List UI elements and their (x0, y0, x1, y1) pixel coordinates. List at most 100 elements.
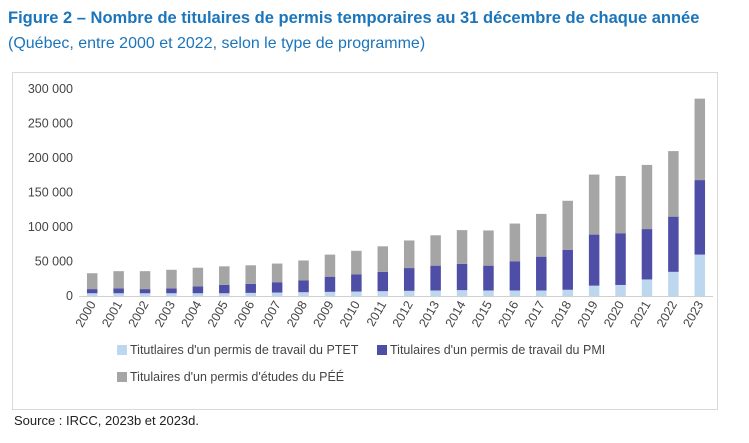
y-tick-label: 150 000 (28, 186, 73, 200)
bar-segment-ptet-2016 (509, 290, 521, 296)
bar-segment-pee-2007 (271, 263, 283, 283)
bar-segment-ptet-2002 (139, 293, 151, 296)
bar-segment-pmi-2004 (192, 286, 204, 294)
bar-segment-ptet-2001 (113, 293, 124, 296)
y-tick-label: 250 000 (28, 117, 73, 131)
x-tick-label: 2003 (152, 298, 178, 329)
bar-segment-pee-2004 (192, 267, 204, 287)
bar-segment-ptet-2011 (377, 291, 389, 296)
bar-segment-pmi-2019 (588, 234, 600, 286)
bar-segment-ptet-2015 (483, 290, 494, 296)
figure-subtitle: (Québec, entre 2000 et 2022, selon le ty… (8, 35, 426, 52)
bar-segment-pmi-2006 (245, 283, 256, 293)
bar-segment-ptet-2014 (456, 290, 468, 296)
x-tick-label: 2007 (258, 298, 284, 329)
x-tick-label: 2001 (99, 298, 125, 329)
bar-segment-pmi-2017 (536, 256, 547, 291)
bar-segment-pee-2020 (615, 175, 626, 234)
x-tick-label: 2006 (231, 298, 257, 329)
bar-segment-pmi-2023 (694, 180, 706, 255)
bar-segment-pee-2016 (509, 223, 521, 262)
bar-segment-ptet-2020 (615, 284, 626, 296)
bar-segment-ptet-2013 (430, 290, 441, 296)
bar-segment-ptet-2007 (271, 292, 283, 296)
bar-segment-ptet-2000 (86, 293, 98, 296)
y-tick-label: 50 000 (35, 255, 73, 269)
bar-segment-pmi-2022 (668, 216, 679, 272)
bar-segment-pmi-2003 (166, 288, 177, 294)
bar-segment-ptet-2019 (588, 285, 600, 296)
bar-segment-ptet-2003 (166, 293, 177, 296)
source-note: Source : IRCC, 2023b et 2023d. (14, 413, 200, 428)
bar-segment-pmi-2013 (430, 265, 441, 291)
x-tick-label: 2004 (178, 298, 204, 329)
bar-segment-ptet-2021 (641, 279, 653, 296)
bar-segment-pmi-2020 (615, 233, 626, 285)
bar-segment-pmi-2005 (219, 284, 230, 294)
legend: Titutlaires d'un permis de travail du PT… (117, 343, 605, 384)
y-tick-label: 300 000 (28, 82, 73, 96)
x-tick-label: 2020 (601, 298, 627, 329)
bar-segment-pee-2000 (86, 273, 98, 290)
legend-swatch (117, 345, 127, 355)
x-tick-label: 2009 (311, 298, 337, 329)
bar-segment-pee-2006 (245, 265, 256, 284)
x-tick-label: 2014 (443, 298, 469, 329)
bar-segment-pmi-2008 (298, 280, 309, 293)
x-tick-label: 2008 (284, 298, 310, 329)
x-tick-label: 2016 (495, 298, 521, 329)
x-tick-label: 2010 (337, 298, 363, 329)
bar-segment-pmi-2001 (113, 288, 124, 294)
x-tick-label: 2015 (469, 298, 495, 329)
bar-segment-pee-2008 (298, 260, 309, 281)
bar-segment-pmi-2010 (351, 274, 362, 292)
bar-segment-ptet-2017 (536, 290, 547, 296)
bar-segment-ptet-2022 (668, 271, 679, 296)
x-axis: 2000 2001 2002 2003 2004 2005 2006 2007 2008 2009… (73, 298, 707, 329)
bar-segment-ptet-2018 (562, 289, 573, 296)
legend-label: Titulaires d'un permis de travail du PMI (390, 343, 605, 357)
x-tick-label: 2018 (548, 298, 574, 329)
bar-segment-pee-2019 (588, 174, 600, 235)
bar-segment-pee-2015 (483, 230, 494, 266)
x-tick-label: 2019 (575, 298, 601, 329)
bar-segment-pmi-2015 (483, 265, 494, 291)
x-tick-label: 2013 (416, 298, 442, 329)
bar-segment-pee-2003 (166, 269, 177, 289)
bar-segment-pmi-2018 (562, 249, 573, 290)
bar-segment-pee-2011 (377, 246, 389, 272)
x-tick-label: 2011 (364, 298, 390, 328)
bar-segment-pee-2021 (641, 164, 653, 230)
bar-segment-pee-2010 (351, 250, 362, 275)
legend-swatch (377, 345, 387, 355)
x-tick-label: 2002 (126, 298, 152, 329)
bar-segment-pee-2012 (403, 240, 415, 269)
bar-segment-pee-2005 (219, 266, 230, 285)
stacked-bar-chart: 0 50 000 100 000 150 000 200 000 250 000 300 0… (28, 82, 713, 384)
bar-segment-pee-2023 (694, 98, 706, 181)
bar-segment-pmi-2011 (377, 271, 389, 292)
bar-segment-pee-2014 (456, 230, 468, 264)
bar-segment-pee-2009 (324, 254, 336, 277)
legend-label: Titutlaires d'un permis de travail du PT… (130, 343, 359, 357)
y-tick-label: 100 000 (28, 220, 73, 234)
x-tick-label: 2012 (390, 298, 416, 329)
bar-segment-ptet-2010 (351, 291, 362, 296)
y-tick-label: 0 (66, 289, 73, 303)
bar-segment-pmi-2007 (271, 282, 283, 293)
bar-segment-pmi-2021 (641, 229, 653, 280)
bar-segment-ptet-2012 (403, 290, 415, 296)
bar-segment-pee-2013 (430, 235, 441, 266)
bar-segment-pmi-2016 (509, 261, 521, 291)
bars (86, 98, 706, 296)
bar-segment-pmi-2012 (403, 268, 415, 291)
x-tick-label: 2000 (73, 298, 99, 329)
bar-segment-pmi-2009 (324, 276, 336, 292)
bar-segment-ptet-2005 (219, 293, 230, 296)
bar-segment-pee-2017 (536, 213, 547, 257)
legend-swatch (117, 372, 127, 382)
bar-segment-ptet-2008 (298, 292, 309, 296)
bar-segment-pee-2002 (139, 271, 151, 290)
x-tick-label: 2022 (654, 298, 680, 329)
bar-segment-ptet-2006 (245, 292, 256, 296)
